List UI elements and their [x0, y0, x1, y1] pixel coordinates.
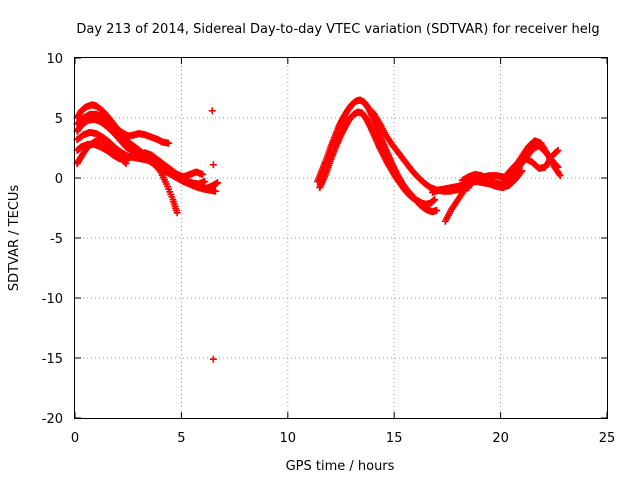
y-tick-label: -15 [42, 352, 63, 367]
data-point [554, 146, 562, 154]
data-point [433, 206, 441, 214]
x-tick-label: 20 [492, 431, 509, 446]
y-tick-label: 0 [55, 172, 63, 187]
data-point [553, 147, 561, 155]
x-tick-label: 25 [599, 431, 616, 446]
data-point [214, 179, 222, 187]
chart-title: Day 213 of 2014, Sidereal Day-to-day VTE… [76, 22, 599, 37]
data-points [73, 96, 564, 363]
axis-ticks: 0 5 10 15 20 25 10 5 0 -5 -10 -15 -20 [42, 52, 616, 446]
data-point [208, 107, 216, 115]
data-point [173, 209, 181, 217]
x-tick-label: 15 [386, 431, 403, 446]
data-point [122, 160, 130, 168]
y-tick-label: -10 [42, 292, 63, 307]
data-point [209, 355, 217, 363]
y-tick-label: -5 [50, 232, 63, 247]
y-tick-label: 10 [46, 52, 63, 67]
grid-lines [75, 58, 607, 418]
data-point [165, 139, 173, 147]
data-point [556, 172, 564, 180]
y-axis-label: SDTVAR / TECUs [7, 185, 22, 292]
x-tick-label: 10 [280, 431, 297, 446]
data-point [201, 178, 209, 186]
data-point [199, 170, 207, 178]
y-tick-label: -20 [42, 412, 63, 427]
plot-frame [74, 57, 608, 419]
x-tick-label: 0 [71, 431, 79, 446]
data-point [431, 196, 439, 204]
data-point [209, 161, 217, 169]
y-tick-label: 5 [55, 112, 63, 127]
x-tick-label: 5 [177, 431, 185, 446]
x-axis-label: GPS time / hours [286, 459, 395, 474]
data-point [121, 158, 129, 166]
data-point [211, 187, 219, 195]
